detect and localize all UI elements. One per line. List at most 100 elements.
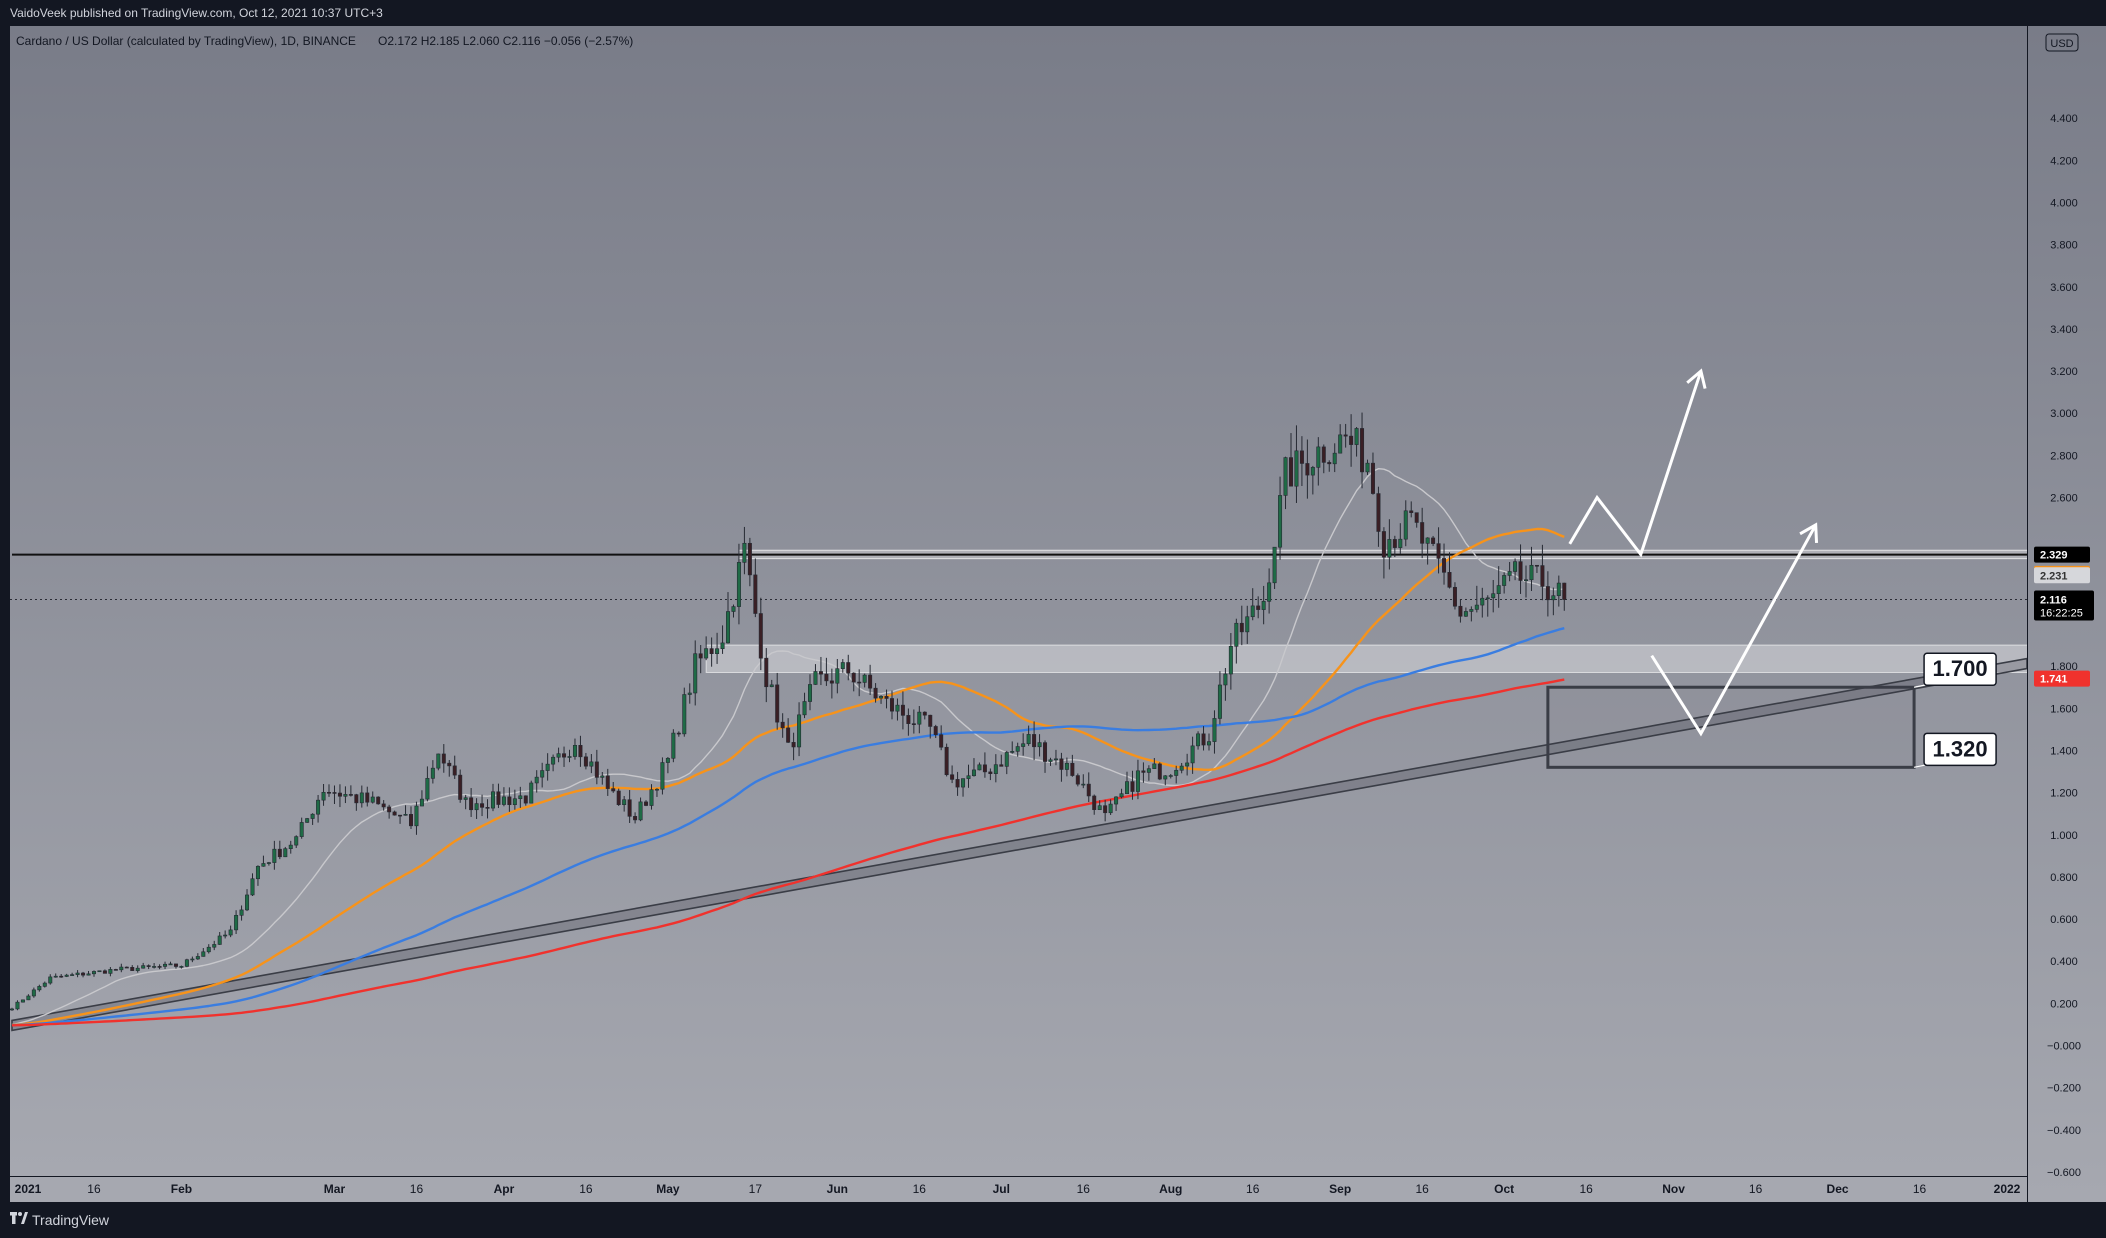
candle-body bbox=[961, 778, 966, 788]
candle bbox=[184, 958, 189, 968]
candle bbox=[665, 756, 670, 774]
candle bbox=[1338, 424, 1343, 454]
candle bbox=[108, 967, 113, 977]
candle bbox=[961, 778, 966, 797]
candle-body bbox=[1436, 543, 1441, 559]
candle-body bbox=[59, 975, 64, 978]
price-chart[interactable]: 1.700 1.320 4.400 4.200 4.000 3.800 3.600 3.40… bbox=[0, 26, 2106, 1202]
candle-body bbox=[873, 687, 878, 699]
candle-body bbox=[288, 844, 293, 849]
candle-body bbox=[64, 974, 69, 977]
candle bbox=[1278, 476, 1283, 560]
scenario-arrow-2[interactable] bbox=[1650, 524, 1818, 737]
last-price-countdown: 16:22:25 bbox=[2040, 608, 2083, 620]
callout-1700[interactable]: 1.700 bbox=[1913, 652, 1997, 688]
candle bbox=[818, 656, 823, 686]
candle bbox=[1551, 587, 1556, 616]
candle-body bbox=[1081, 783, 1086, 786]
candle-body bbox=[490, 791, 495, 809]
candle-body bbox=[1234, 622, 1239, 647]
candle bbox=[217, 931, 222, 945]
candle-body bbox=[190, 958, 195, 961]
candle bbox=[261, 855, 266, 867]
y-tick-label: 3.400 bbox=[2050, 324, 2078, 336]
candle-body bbox=[1250, 605, 1255, 618]
candle-body bbox=[398, 814, 403, 817]
candle-body bbox=[1469, 609, 1474, 612]
candle-body bbox=[1414, 512, 1419, 523]
price-tag-text: 2.231 bbox=[2040, 570, 2068, 582]
candle-body bbox=[523, 795, 528, 804]
candle-body bbox=[15, 1001, 20, 1010]
candle-body bbox=[173, 963, 178, 967]
candle-body bbox=[447, 762, 452, 767]
candle bbox=[944, 743, 949, 777]
candle-body bbox=[370, 796, 375, 803]
candle-body bbox=[764, 657, 769, 688]
candle-body bbox=[327, 791, 332, 794]
candle bbox=[398, 814, 403, 824]
tradingview-logo-icon[interactable] bbox=[10, 1212, 28, 1226]
candle-body bbox=[616, 790, 621, 806]
candle-body bbox=[255, 865, 260, 880]
candle-body bbox=[1458, 605, 1463, 617]
candle bbox=[884, 689, 889, 709]
candle bbox=[1152, 757, 1157, 769]
moving-average-200 bbox=[11, 678, 1565, 1027]
candle-body bbox=[124, 966, 129, 969]
trendline-channel[interactable] bbox=[11, 657, 2027, 1032]
x-tick-label: 16 bbox=[1077, 1182, 1091, 1196]
candle-body bbox=[1502, 575, 1507, 586]
candle-body bbox=[1228, 646, 1233, 675]
candle bbox=[1381, 527, 1386, 579]
price-tag-2.231: 2.231 bbox=[2034, 567, 2090, 584]
candle-body bbox=[152, 966, 157, 968]
candle-body bbox=[201, 951, 206, 957]
currency-badge[interactable] bbox=[2045, 33, 2079, 52]
candle-body bbox=[868, 674, 873, 689]
candle-body bbox=[26, 995, 31, 1001]
candle bbox=[480, 794, 485, 817]
candle-body bbox=[1376, 493, 1381, 532]
candle bbox=[1267, 568, 1272, 614]
candle bbox=[381, 800, 386, 811]
candle bbox=[982, 752, 987, 778]
candle bbox=[1447, 552, 1452, 589]
candle-body bbox=[693, 653, 698, 694]
candle-body bbox=[1059, 758, 1064, 770]
candle bbox=[392, 810, 397, 816]
y-tick-label: 1.800 bbox=[2050, 661, 2078, 673]
candle bbox=[1048, 757, 1053, 766]
candle-body bbox=[91, 971, 96, 975]
candle bbox=[485, 799, 490, 819]
callout-1320[interactable]: 1.320 bbox=[1913, 732, 1997, 768]
y-tick-label: 2.600 bbox=[2050, 493, 2078, 505]
candle bbox=[42, 981, 47, 988]
candle-body bbox=[884, 696, 889, 699]
candle-body bbox=[933, 726, 938, 735]
candle-body bbox=[889, 698, 894, 712]
footer-brand[interactable]: TradingView bbox=[32, 1212, 110, 1228]
candle-body bbox=[1163, 775, 1168, 780]
candle bbox=[1125, 771, 1130, 794]
candle-body bbox=[1114, 796, 1119, 805]
candle bbox=[1420, 507, 1425, 559]
candle bbox=[966, 764, 971, 788]
legend-ohlc: O2.172 H2.185 L2.060 C2.116 −0.056 (−2.5… bbox=[378, 34, 633, 48]
support-zone[interactable] bbox=[705, 644, 2037, 673]
scenario-arrow-1[interactable] bbox=[1568, 370, 1703, 558]
candle bbox=[1436, 527, 1441, 574]
candle-body bbox=[452, 765, 457, 776]
candle bbox=[873, 683, 878, 703]
candle bbox=[889, 690, 894, 720]
candle-body bbox=[1360, 428, 1365, 473]
candle bbox=[534, 770, 539, 793]
candle-body bbox=[337, 792, 342, 797]
candle-body bbox=[283, 848, 288, 858]
candle-body bbox=[742, 542, 747, 563]
candle-body bbox=[1288, 457, 1293, 487]
candle bbox=[638, 797, 643, 822]
candle-body bbox=[966, 775, 971, 779]
candle bbox=[1043, 740, 1048, 773]
candle-body bbox=[163, 963, 168, 967]
